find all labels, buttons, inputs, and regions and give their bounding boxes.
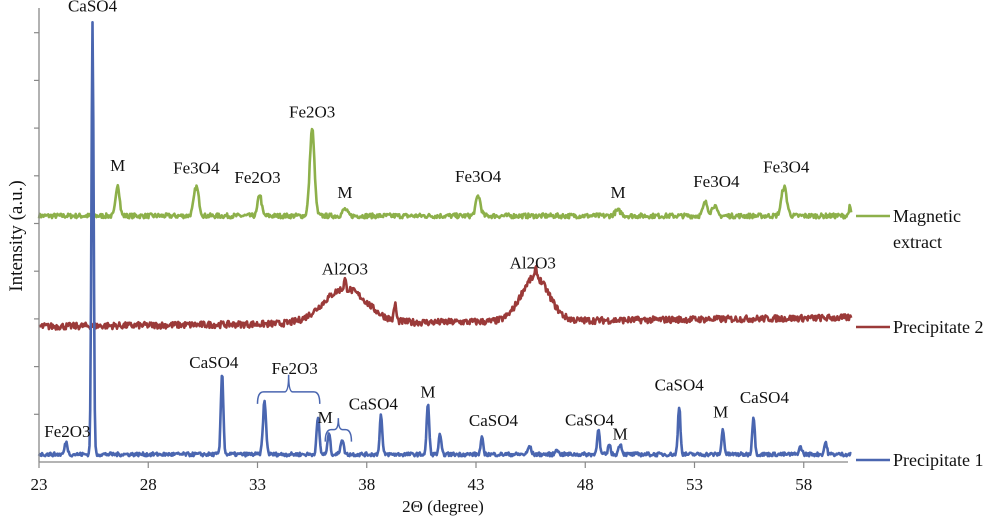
- legend-label: extract: [893, 232, 942, 252]
- peak-label: Fe3O4: [173, 158, 220, 177]
- x-tick-label: 33: [249, 475, 266, 494]
- y-axis-label: Intensity (a.u.): [6, 180, 27, 291]
- peak-label: CaSO4: [565, 410, 615, 429]
- peak-label: M: [318, 408, 333, 427]
- x-tick-label: 53: [686, 475, 703, 494]
- peak-label: M: [420, 383, 435, 402]
- peak-label: CaSO4: [740, 388, 790, 407]
- peak-label: M: [613, 425, 628, 444]
- peak-label: CaSO4: [68, 0, 118, 15]
- series-line-magnetic-extract: [37, 127, 853, 220]
- series-line-precipitate-1: [37, 20, 852, 458]
- peak-label: CaSO4: [469, 411, 519, 430]
- legend-label: Precipitate 1: [893, 450, 983, 470]
- peak-group-bracket: [256, 374, 321, 404]
- x-tick-label: 43: [468, 475, 485, 494]
- peak-label: CaSO4: [349, 395, 399, 414]
- peak-label: CaSO4: [189, 353, 239, 372]
- axes-layer: 23 28 33 38 43 48 53 58: [31, 8, 848, 494]
- peak-label: Fe2O3: [272, 359, 318, 378]
- peak-label: Al2O3: [322, 260, 368, 279]
- peak-label: M: [110, 156, 125, 175]
- x-tick-label: 23: [31, 475, 48, 494]
- x-axis-label: 2Θ (degree): [402, 497, 484, 516]
- peak-group-bracket: [324, 418, 353, 442]
- series-layer: [37, 20, 853, 458]
- legend-label: Precipitate 2: [893, 317, 983, 337]
- peak-label: Fe3O4: [455, 167, 502, 186]
- legend: Magnetic extract Precipitate 2 Precipitate …: [856, 206, 983, 470]
- peak-label: Fe2O3: [289, 103, 335, 122]
- peak-label: CaSO4: [655, 375, 705, 394]
- legend-label: Magnetic: [893, 206, 961, 226]
- x-tick-label: 58: [795, 475, 812, 494]
- peak-label: Fe2O3: [234, 168, 280, 187]
- peak-label: Al2O3: [510, 253, 556, 272]
- peak-label: Fe3O4: [763, 157, 810, 176]
- peak-label: Fe2O3: [44, 422, 90, 441]
- x-tick-label: 38: [358, 475, 375, 494]
- x-tick-label: 48: [577, 475, 594, 494]
- peak-label: M: [337, 183, 352, 202]
- x-tick-label: 28: [140, 475, 157, 494]
- series-line-precipitate-2: [38, 265, 853, 331]
- peak-label: M: [713, 403, 728, 422]
- peak-label: Fe3O4: [693, 172, 740, 191]
- peak-label: M: [610, 183, 625, 202]
